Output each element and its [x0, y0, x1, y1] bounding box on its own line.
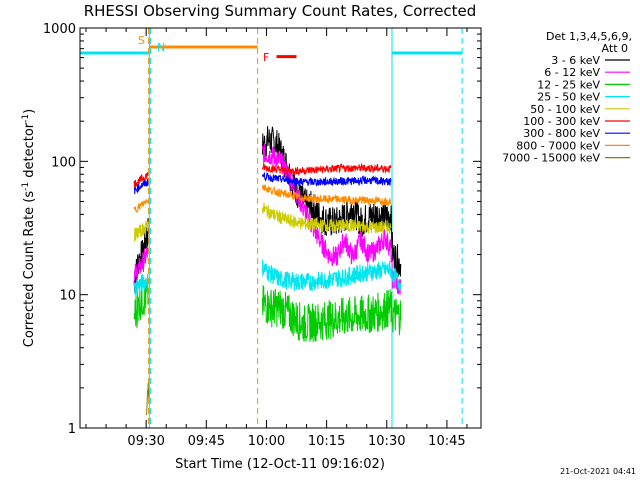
- axis-ticks-layer: 09:30 09:45 10:00 10:15 10:30 10:45 1 10 100 1000: [43, 22, 481, 449]
- y-tick-label-3: 1000: [43, 22, 76, 37]
- y-axis-label-exp2: -1: [21, 114, 31, 123]
- state-lines-layer: [148, 28, 463, 428]
- x-tick-label-0: 09:30: [127, 434, 164, 449]
- series-line-1-seg-0: [133, 246, 149, 286]
- series-layer: [133, 126, 402, 415]
- x-tick-label-1: 09:45: [188, 434, 225, 449]
- plot-frame: [79, 27, 482, 429]
- series-line-6-seg-0: [133, 178, 149, 195]
- legend-label-1: 6 - 12 keV: [544, 66, 600, 79]
- y-tick-label-1: 10: [59, 289, 76, 304]
- y-axis-label-main: Corrected Count Rate (s: [22, 191, 37, 348]
- legend-label-7: 800 - 7000 keV: [516, 139, 600, 152]
- legend-label-4: 50 - 100 keV: [530, 103, 600, 116]
- x-tick-label-3: 10:15: [308, 434, 345, 449]
- y-axis-label-exp1: -1: [21, 182, 31, 191]
- legend-label-3: 25 - 50 keV: [537, 91, 600, 104]
- series-line-3-seg-0: [133, 273, 149, 297]
- marker-n: N: [157, 41, 165, 54]
- y-axis-label: Corrected Count Rate (s-1 detector-1): [21, 109, 37, 347]
- series-line-1-seg-1: [261, 143, 402, 295]
- x-tick-label-2: 10:00: [248, 434, 285, 449]
- marker-s: S: [138, 34, 145, 47]
- series-line-4-seg-1: [261, 202, 392, 234]
- timestamp: 21-Oct-2021 04:41: [560, 467, 636, 476]
- legend-label-2: 12 - 25 keV: [537, 78, 600, 91]
- legend-header-line2: Att 0: [602, 42, 628, 55]
- legend-label-6: 300 - 800 keV: [523, 127, 600, 140]
- chart-title: RHESSI Observing Summary Count Rates, Co…: [84, 2, 477, 20]
- y-tick-label-2: 100: [51, 155, 76, 170]
- series-line-5-seg-1: [261, 162, 392, 177]
- series-line-5-seg-0: [133, 172, 149, 189]
- series-line-7-seg-0: [133, 199, 149, 213]
- series-line-2-seg-1: [261, 284, 402, 343]
- plot-area: 09:30 09:45 10:00 10:15 10:30 10:45 1 10 100 1000: [43, 22, 482, 449]
- y-tick-label-0: 1: [68, 422, 76, 437]
- legend-label-8: 7000 - 15000 keV: [502, 152, 600, 165]
- series-line-7-seg-1: [261, 184, 392, 207]
- series-line-8-seg-0: [146, 382, 150, 415]
- series-line-4-seg-0: [133, 220, 149, 242]
- x-tick-label-4: 10:30: [368, 434, 405, 449]
- legend-label-0: 3 - 6 keV: [551, 54, 600, 67]
- series-line-2-seg-0: [133, 276, 149, 328]
- legend-label-5: 100 - 300 keV: [523, 115, 600, 128]
- series-line-3-seg-1: [261, 259, 402, 291]
- marker-f: F: [263, 51, 269, 64]
- y-axis-label-end: ): [22, 109, 37, 114]
- x-axis-label: Start Time (12-Oct-11 09:16:02): [175, 457, 385, 472]
- x-tick-label-5: 10:45: [428, 434, 465, 449]
- series-line-0-seg-0: [133, 218, 149, 293]
- y-axis-label-mid: detector: [22, 122, 37, 182]
- state-bars-layer: [80, 45, 463, 59]
- legend-header-line1: Det 1,3,4,5,6,9,: [546, 30, 632, 43]
- series-line-6-seg-1: [261, 172, 392, 187]
